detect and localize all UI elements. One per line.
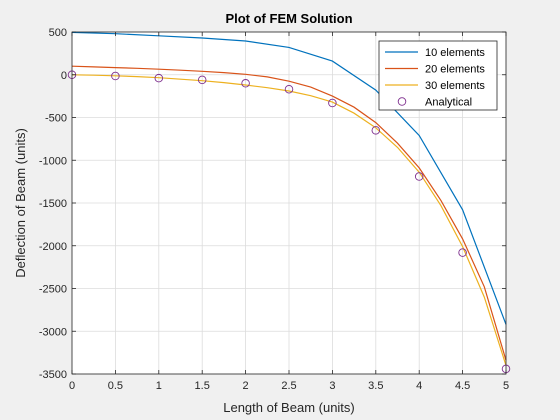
legend-label-analytical: Analytical: [425, 97, 472, 109]
y-tick-label: -1000: [39, 155, 67, 167]
y-tick-label: 0: [61, 70, 67, 82]
x-tick-label: 2: [243, 380, 249, 392]
y-tick-label: -500: [45, 113, 67, 125]
x-tick-label: 3: [329, 380, 335, 392]
marker-analytical: [458, 248, 467, 257]
y-tick-label: -1500: [39, 198, 67, 210]
x-tick-label: 0: [69, 380, 75, 392]
marker-analytical: [414, 172, 424, 181]
marker-analytical: [111, 71, 120, 81]
marker-analytical: [371, 126, 381, 135]
series-group: [67, 31, 511, 374]
y-tick-label: -3500: [39, 369, 67, 381]
legend: 10 elements 20 elements 30 elements Analyti…: [378, 40, 498, 111]
x-tick-label: 3.5: [368, 380, 383, 392]
marker-analytical: [284, 85, 294, 94]
x-tick-label: 1.5: [195, 380, 210, 392]
series-line-20-elements: [71, 65, 507, 361]
chart-title: Plot of FEM Solution: [225, 11, 352, 26]
series-line-10-elements: [71, 31, 507, 325]
x-tick-label: 4: [416, 380, 422, 392]
legend-swatch-analytical: [397, 97, 407, 106]
y-tick-label: -2500: [39, 284, 67, 296]
x-tick-label: 2.5: [281, 380, 296, 392]
x-axis-label: Length of Beam (units): [223, 400, 355, 415]
x-tick-label: 4.5: [455, 380, 470, 392]
x-tick-label: 1: [156, 380, 162, 392]
legend-label-30-elements: 30 elements: [425, 80, 485, 92]
legend-label-10-elements: 10 elements: [425, 47, 485, 59]
x-tick-label: 0.5: [108, 380, 123, 392]
marker-analytical: [241, 79, 250, 88]
marker-analytical: [328, 98, 337, 108]
series-line-30-elements: [71, 74, 507, 366]
legend-label-20-elements: 20 elements: [425, 64, 485, 76]
y-tick-label: -3000: [39, 326, 67, 338]
y-tick-label: -2000: [39, 241, 67, 253]
marker-analytical: [197, 75, 207, 85]
tick-labels: 0 0.5 1 1.5 2 2.5 3 3.5 4 4.5 5 500 0 -500 -1000 -1500 -…: [39, 27, 509, 392]
ticks: [71, 31, 507, 375]
x-tick-label: 5: [503, 380, 509, 392]
y-tick-label: 500: [49, 27, 67, 39]
y-axis-label: Deflection of Beam (units): [13, 128, 28, 278]
marker-analytical: [154, 73, 164, 83]
